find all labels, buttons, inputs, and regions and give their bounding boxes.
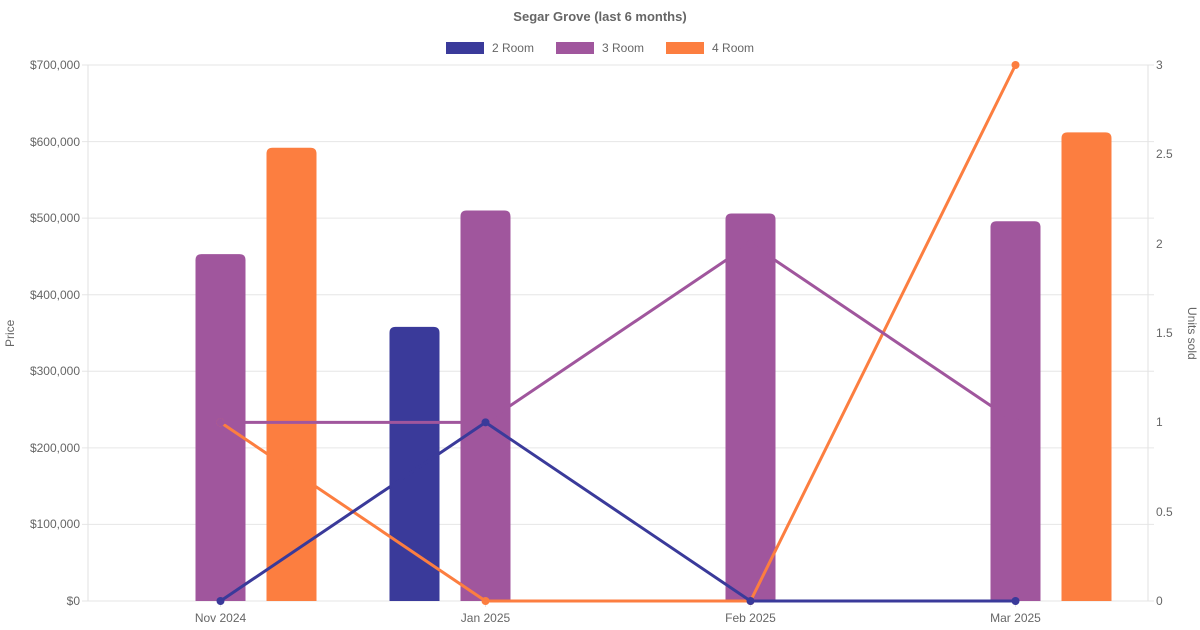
point-2-room-jan-2025[interactable] <box>481 418 490 427</box>
bar-4-room-nov-2024[interactable] <box>266 147 317 601</box>
point-4-room-jan-2025[interactable] <box>481 597 490 605</box>
x-label-feb-2025: Feb 2025 <box>725 611 776 625</box>
y-tick-left: $0 <box>66 594 80 608</box>
bar-3-room-nov-2024[interactable] <box>195 254 246 602</box>
x-label-jan-2025: Jan 2025 <box>460 611 511 625</box>
y-tick-left: $500,000 <box>29 211 80 226</box>
x-label-mar-2025: Mar 2025 <box>990 611 1041 625</box>
y-tick-left: $100,000 <box>29 517 80 532</box>
y-tick-left: $400,000 <box>29 287 80 302</box>
y-tick-right: 1 <box>1156 415 1163 430</box>
point-3-room-nov-2024[interactable] <box>216 418 225 427</box>
y-tick-right: 0 <box>1156 594 1163 608</box>
point-4-room-mar-2025[interactable] <box>1011 61 1020 69</box>
y-tick-right: 2.5 <box>1156 147 1173 162</box>
line-3-room <box>220 242 1017 424</box>
point-2-room-nov-2024[interactable] <box>216 597 225 605</box>
point-3-room-feb-2025[interactable] <box>746 239 755 248</box>
y-tick-right: 0.5 <box>1156 504 1173 519</box>
y-tick-left: $700,000 <box>29 58 80 72</box>
y-tick-right: 3 <box>1156 58 1163 72</box>
y-tick-right: 2 <box>1156 236 1163 251</box>
line-2-room <box>219 420 1016 603</box>
y-tick-right: 1.5 <box>1156 326 1173 340</box>
legend-swatch-3-room <box>555 42 594 54</box>
bar-4-room-mar-2025[interactable] <box>1061 132 1112 601</box>
bar-3-room-mar-2025[interactable] <box>990 221 1041 601</box>
legend-item-4-room[interactable]: 4 Room <box>666 41 754 55</box>
y-tick-left: $600,000 <box>29 134 80 149</box>
point-3-room-mar-2025[interactable] <box>1011 418 1020 427</box>
bar-3-room-feb-2025[interactable] <box>725 213 776 601</box>
point-2-room-feb-2025[interactable] <box>746 597 755 605</box>
chart-legend: 2 Room 3 Room 4 Room <box>0 41 1200 55</box>
legend-label: 4 Room <box>712 41 755 55</box>
legend-label: 3 Room <box>601 41 645 55</box>
chart-title: Segar Grove (last 6 months) <box>513 9 687 24</box>
legend-label: 2 Room <box>491 41 534 55</box>
legend-item-2-room[interactable]: 2 Room <box>445 41 534 55</box>
bar-3-room-jan-2025[interactable] <box>460 210 511 601</box>
x-label-nov-2024: Nov 2024 <box>194 611 247 625</box>
legend-swatch-4-room <box>666 42 705 54</box>
legend-item-3-room[interactable]: 3 Room <box>555 41 645 55</box>
legend-swatch-2-room <box>445 42 484 54</box>
y-tick-left: $200,000 <box>29 440 80 455</box>
bar-2-room-jan-2025[interactable] <box>389 326 440 601</box>
y-axis-title-units-sold: Units sold <box>1185 306 1199 360</box>
y-tick-left: $300,000 <box>29 364 80 379</box>
point-2-room-mar-2025[interactable] <box>1011 597 1020 605</box>
